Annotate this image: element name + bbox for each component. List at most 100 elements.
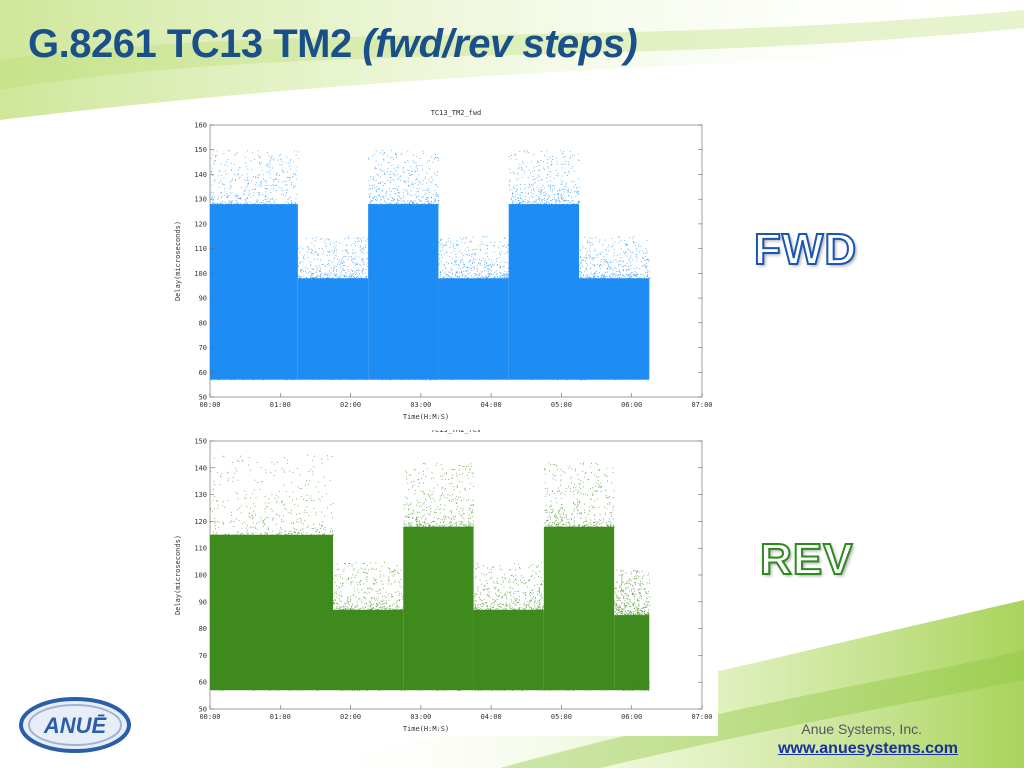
data-point bbox=[387, 686, 389, 688]
data-point bbox=[590, 245, 592, 246]
data-point bbox=[597, 254, 599, 256]
data-point bbox=[453, 489, 455, 491]
data-point bbox=[431, 196, 433, 198]
data-point bbox=[397, 189, 399, 191]
data-point bbox=[639, 278, 641, 280]
data-point bbox=[264, 195, 266, 197]
data-point bbox=[571, 203, 572, 205]
data-point bbox=[645, 278, 647, 280]
data-point bbox=[390, 196, 392, 198]
data-point bbox=[468, 520, 470, 522]
data-point bbox=[472, 685, 474, 687]
data-point bbox=[442, 376, 444, 378]
data-point bbox=[547, 198, 549, 200]
data-point bbox=[217, 534, 219, 536]
data-point bbox=[224, 164, 226, 166]
data-point bbox=[286, 509, 287, 511]
data-point bbox=[646, 258, 648, 260]
data-point bbox=[585, 371, 587, 373]
data-point bbox=[467, 477, 469, 479]
data-point bbox=[373, 371, 375, 373]
data-point bbox=[236, 518, 237, 520]
data-point bbox=[469, 516, 471, 518]
data-point bbox=[366, 378, 367, 380]
data-point bbox=[310, 533, 312, 535]
data-point bbox=[435, 184, 437, 185]
data-point bbox=[515, 158, 517, 160]
data-point bbox=[446, 273, 448, 275]
data-point bbox=[518, 168, 520, 170]
data-point bbox=[222, 534, 224, 536]
data-point bbox=[389, 156, 391, 158]
data-point bbox=[473, 378, 475, 380]
data-point bbox=[524, 151, 526, 153]
data-point bbox=[514, 203, 516, 205]
data-point bbox=[425, 373, 427, 375]
data-point bbox=[238, 461, 240, 463]
data-point bbox=[279, 686, 281, 688]
data-point bbox=[536, 186, 538, 188]
data-point bbox=[345, 272, 347, 273]
data-point bbox=[499, 376, 501, 378]
data-point bbox=[433, 375, 435, 377]
data-point bbox=[383, 607, 385, 609]
data-point bbox=[248, 516, 250, 518]
data-point bbox=[453, 250, 455, 252]
data-point bbox=[322, 521, 324, 523]
data-point bbox=[609, 266, 611, 268]
data-point bbox=[546, 200, 548, 202]
data-point bbox=[388, 583, 389, 585]
data-point bbox=[408, 173, 410, 174]
data-point bbox=[444, 525, 446, 527]
data-point bbox=[295, 528, 297, 530]
data-point bbox=[404, 373, 406, 375]
data-point bbox=[267, 184, 269, 186]
data-point bbox=[402, 595, 404, 597]
data-point bbox=[457, 499, 459, 501]
data-point bbox=[454, 526, 456, 528]
data-point bbox=[621, 260, 623, 262]
data-point bbox=[560, 196, 562, 198]
data-point bbox=[507, 374, 509, 376]
data-point bbox=[282, 376, 283, 377]
data-point bbox=[416, 373, 418, 375]
data-point bbox=[385, 372, 387, 374]
data-point bbox=[527, 193, 529, 195]
data-point bbox=[392, 604, 394, 606]
y-tick-label: 140 bbox=[194, 171, 207, 179]
data-point bbox=[315, 272, 317, 273]
data-point bbox=[294, 528, 296, 530]
data-point bbox=[278, 689, 280, 691]
data-point bbox=[445, 241, 447, 243]
data-point bbox=[234, 196, 236, 198]
data-point bbox=[295, 170, 297, 172]
data-point bbox=[400, 152, 402, 154]
data-point bbox=[365, 688, 367, 690]
data-point bbox=[277, 689, 279, 691]
data-point bbox=[428, 506, 430, 508]
data-point bbox=[549, 200, 551, 202]
data-point bbox=[530, 192, 532, 194]
data-point bbox=[316, 687, 318, 689]
data-point bbox=[244, 199, 246, 201]
data-point bbox=[574, 377, 576, 379]
data-point bbox=[595, 237, 597, 239]
data-point bbox=[411, 373, 413, 374]
data-point bbox=[329, 379, 331, 380]
data-point bbox=[383, 197, 385, 199]
data-point bbox=[360, 241, 362, 243]
data-point bbox=[318, 534, 320, 536]
data-point bbox=[412, 688, 414, 690]
data-point bbox=[443, 265, 445, 267]
data-point bbox=[259, 193, 261, 195]
data-point bbox=[367, 588, 369, 590]
data-point bbox=[527, 192, 529, 194]
data-point bbox=[444, 473, 445, 475]
data-point bbox=[213, 180, 215, 182]
data-point bbox=[275, 523, 277, 525]
data-point bbox=[451, 526, 453, 528]
data-point bbox=[571, 372, 573, 374]
data-point bbox=[594, 275, 596, 277]
data-point bbox=[310, 683, 312, 685]
data-point bbox=[634, 271, 636, 272]
